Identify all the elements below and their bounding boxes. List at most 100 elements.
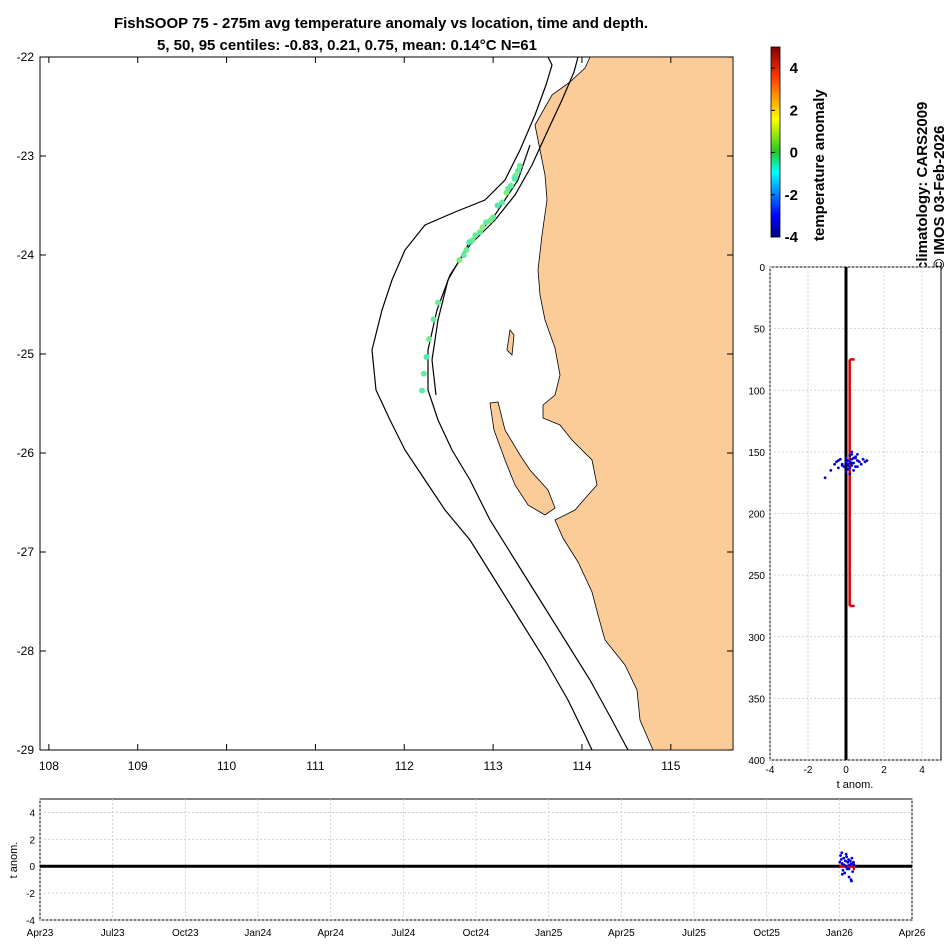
isobath-inner: [427, 56, 629, 751]
depth-scatter-point: [850, 452, 854, 456]
title-line-2: 5, 50, 95 centiles: -0.83, 0.21, 0.75, m…: [157, 37, 537, 54]
time-y-tick-label: 2: [29, 835, 35, 846]
depth-x-tick-label: 0: [843, 765, 849, 776]
time-x-tick-label: Apr25: [608, 928, 635, 939]
depth-scatter-point: [854, 456, 857, 460]
track-point: [435, 299, 442, 306]
time-scatter-point: [846, 860, 850, 864]
track-point: [494, 202, 501, 209]
depth-x-tick-label: 2: [881, 765, 887, 776]
climatology-label: climatology: CARS2009: [914, 102, 931, 270]
track-point: [472, 232, 479, 239]
title-line-1: FishSOOP 75 - 275m avg temperature anoma…: [114, 15, 648, 32]
depth-axes: -4 -2 0 2 4 0 50 100 150 200 250 300 350 400 t anom.: [748, 263, 942, 791]
time-scatter-point: [851, 860, 855, 864]
depth-scatter-point: [856, 452, 859, 456]
track-point: [426, 336, 433, 343]
time-axes: Apr23 Jul23 Oct23 Jan24 Apr24 Jul24 Oct24 Jan25…: [8, 798, 926, 939]
time-scatter-point: [841, 868, 845, 872]
depth-x-tick-label: -2: [804, 765, 813, 776]
colorbar-gradient: [770, 46, 781, 238]
depth-scatter-point: [844, 470, 848, 473]
map-y-tick-label: -27: [17, 545, 35, 559]
depth-scatter-point: [846, 467, 850, 471]
depth-y-tick-label: 100: [748, 386, 765, 397]
track-point: [423, 353, 430, 360]
track-point: [456, 256, 463, 263]
track-point: [420, 370, 427, 377]
depth-scatter-point: [837, 466, 840, 470]
depth-y-tick-label: 400: [748, 756, 765, 767]
time-scatter-point: [839, 858, 843, 861]
depth-y-tick-label: 250: [748, 571, 765, 582]
time-scatter-point: [845, 855, 848, 859]
depth-scatter-point: [846, 464, 850, 467]
depth-scatter-point: [844, 456, 848, 460]
time-x-tick-label: Jan25: [535, 928, 563, 939]
colorbar-label: temperature anomaly: [811, 89, 828, 241]
time-scatter-point: [844, 852, 848, 856]
time-ylabel: t anom.: [8, 842, 20, 879]
time-scatter-point: [840, 872, 844, 876]
track-point: [460, 252, 467, 258]
depth-scatter-point: [844, 460, 848, 464]
time-x-tick-label: Jan26: [826, 928, 854, 939]
time-scatter-point: [840, 851, 844, 855]
map-x-tick-label: 114: [572, 759, 591, 773]
depth-scatter-point: [850, 464, 854, 467]
map-x-tick-label: 111: [306, 759, 325, 773]
colorbar-tick-label: 4: [790, 60, 799, 77]
colorbar-tick-label: -4: [785, 229, 799, 246]
depth-y-tick-label: 300: [748, 633, 765, 644]
colorbar: 4 2 0 -2 -4 temperature anomaly: [770, 46, 828, 246]
map-axes: 108 109 110 111 112 113 114 115 -22 -23 -24 -25 -26 -…: [17, 50, 734, 773]
time-scatter-point: [851, 870, 855, 873]
track-point: [419, 387, 426, 394]
track-point: [476, 229, 483, 236]
time-y-tick-label: 0: [29, 862, 35, 873]
time-scatter-point: [847, 867, 851, 871]
time-scatter-point: [842, 856, 846, 860]
time-scatter-point: [850, 856, 854, 860]
depth-scatter-point: [861, 457, 865, 461]
map-x-tick-label: 113: [484, 759, 503, 773]
track-point: [499, 199, 505, 206]
depth-scatter-point: [859, 462, 863, 466]
map-y-tick-label: -26: [17, 446, 35, 460]
time-scatter-point: [843, 871, 847, 875]
map-x-tick-label: 109: [128, 759, 148, 773]
time-y-tick-label: 4: [29, 808, 35, 819]
time-x-tick-label: Apr26: [899, 928, 926, 939]
map-x-tick-label: 115: [661, 759, 680, 773]
time-scatter-point: [847, 875, 851, 879]
map-y-tick-label: -24: [17, 248, 35, 262]
depth-scatter-point: [857, 460, 861, 464]
depth-x-tick-label: 4: [919, 765, 925, 776]
map-y-tick-label: -25: [17, 347, 35, 361]
depth-y-tick-label: 150: [748, 448, 765, 459]
time-scatter-point: [838, 860, 842, 864]
track-point: [430, 316, 437, 323]
track-point: [503, 189, 510, 196]
map-y-tick-label: -23: [17, 149, 35, 163]
map-y-tick-label: -22: [17, 50, 35, 64]
time-scatter-point: [850, 879, 853, 883]
copyright-label: © IMOS 03-Feb-2026: [931, 126, 948, 270]
isobath-outer: [371, 56, 593, 751]
depth-xlabel: t anom.: [837, 779, 874, 791]
track-point: [466, 239, 473, 246]
track-point: [511, 175, 518, 182]
depth-scatter-point: [850, 461, 854, 465]
land-mass: [534, 56, 734, 751]
time-x-tick-label: Jul23: [101, 928, 125, 939]
depth-y-tick-label: 200: [748, 510, 765, 521]
time-x-tick-label: Jul25: [682, 928, 706, 939]
time-scatter-point: [852, 863, 856, 867]
map-x-tick-label: 110: [217, 759, 236, 773]
time-x-tick-label: Apr24: [317, 928, 344, 939]
depth-scatter-point: [850, 450, 854, 454]
map-y-tick-label: -28: [17, 644, 35, 658]
time-y-tick-label: -2: [26, 889, 35, 900]
time-x-tick-label: Apr23: [27, 928, 54, 939]
